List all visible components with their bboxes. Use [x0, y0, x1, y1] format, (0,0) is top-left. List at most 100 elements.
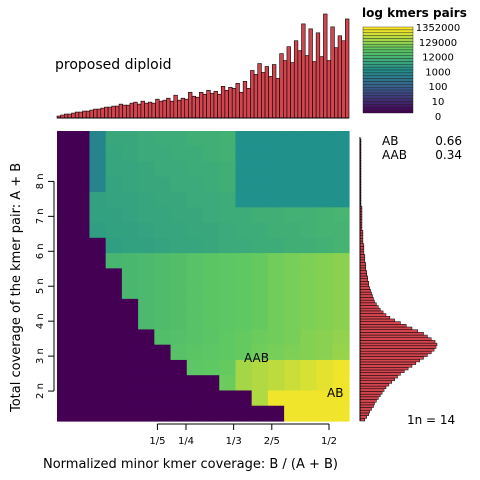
- legend-label: 129000: [419, 38, 457, 49]
- heatmap-cell: [154, 345, 171, 361]
- legend-color-step: [363, 76, 413, 79]
- heatmap-cell: [333, 162, 350, 178]
- legend-color-step: [363, 73, 413, 76]
- heatmap-cell: [333, 253, 350, 269]
- heatmap-cell: [138, 406, 155, 422]
- heatmap-cell: [57, 162, 74, 178]
- heatmap-cell: [203, 207, 220, 223]
- heatmap-cell: [187, 192, 204, 208]
- heatmap-cell: [138, 284, 155, 300]
- heatmap-cell: [154, 253, 171, 269]
- legend-label: 10: [432, 97, 445, 108]
- right-histogram-bar: [360, 254, 365, 257]
- heatmap-cell: [317, 177, 334, 193]
- right-histogram-bar: [360, 362, 416, 365]
- legend-color-step: [363, 56, 413, 59]
- top-histogram-bar: [291, 63, 295, 118]
- heatmap-cell: [268, 207, 285, 223]
- heatmap-cell: [252, 223, 269, 239]
- heatmap-cell: [187, 238, 204, 254]
- heatmap-cell: [268, 314, 285, 330]
- heatmap-cell: [317, 314, 334, 330]
- right-histogram-bar: [360, 268, 366, 271]
- top-histogram-bar: [126, 105, 130, 118]
- heatmap-cell: [138, 146, 155, 162]
- legend-color-step: [363, 61, 413, 64]
- heatmap-cell: [333, 192, 350, 208]
- right-histogram-bar: [360, 316, 390, 319]
- top-histogram-bar: [72, 113, 76, 118]
- heatmap-cell: [203, 299, 220, 315]
- heatmap-cell: [252, 329, 269, 345]
- heatmap-cell: [187, 207, 204, 223]
- top-histogram-bar: [137, 104, 141, 118]
- heatmap-cell: [106, 345, 123, 361]
- heatmap-cell: [268, 131, 285, 147]
- heatmap-cell: [252, 146, 269, 162]
- heatmap-cell: [317, 207, 334, 223]
- heatmap-cell: [187, 345, 204, 361]
- heatmap-cell: [171, 345, 188, 361]
- right-histogram-bar: [360, 249, 364, 252]
- heatmap-cell: [268, 146, 285, 162]
- legend-color-step: [363, 104, 413, 107]
- heatmap-cell: [122, 238, 139, 254]
- heatmap-cell: [171, 223, 188, 239]
- right-histogram-bar: [360, 265, 366, 268]
- heatmap-cell: [122, 177, 139, 193]
- heatmap-cell: [187, 223, 204, 239]
- heatmap-cell: [171, 314, 188, 330]
- legend-label: 0: [435, 112, 441, 123]
- heatmap-cell: [268, 192, 285, 208]
- heatmap-cell: [219, 223, 236, 239]
- heatmap-cell: [252, 162, 269, 178]
- heatmap-cell: [106, 146, 123, 162]
- heatmap-cell: [171, 238, 188, 254]
- heatmap-cell: [187, 329, 204, 345]
- right-histogram-bar: [360, 370, 404, 373]
- top-histogram-bar: [148, 102, 152, 118]
- heatmap-cell: [333, 177, 350, 193]
- heatmap-cell: [89, 390, 106, 406]
- top-histogram-bar: [86, 111, 90, 118]
- heatmap-cell: [268, 390, 285, 406]
- legend-color-step: [363, 96, 413, 99]
- heatmap-cell: [333, 238, 350, 254]
- right-histogram-bar: [360, 373, 400, 376]
- heatmap-cell: [300, 268, 317, 284]
- heatmap-cell: [171, 177, 188, 193]
- heatmap-cell: [138, 314, 155, 330]
- heatmap-cell: [317, 238, 334, 254]
- top-histogram-bar: [196, 97, 200, 118]
- legend-color-step: [363, 50, 413, 53]
- heatmap-cell: [333, 406, 350, 422]
- heatmap-cell: [300, 314, 317, 330]
- peak-label: AAB: [244, 351, 269, 365]
- top-histogram-bar: [338, 36, 342, 118]
- right-histogram-bar: [360, 327, 412, 330]
- heatmap-cell: [122, 162, 139, 178]
- heatmap-cell: [219, 406, 236, 422]
- right-histogram-bar: [360, 367, 408, 370]
- top-histogram-bar: [247, 88, 251, 118]
- legend-color-step: [363, 99, 413, 102]
- top-histogram-bar: [167, 98, 171, 118]
- heatmap-cell: [333, 131, 350, 147]
- heatmap-cell: [300, 284, 317, 300]
- heatmap-cell: [219, 284, 236, 300]
- right-histogram-bar: [360, 289, 371, 292]
- right-histogram-bar: [360, 375, 398, 378]
- heatmap-cell: [317, 299, 334, 315]
- heatmap-cell: [187, 375, 204, 391]
- top-histogram-bar: [283, 61, 287, 118]
- y-tick-label: 2 n: [35, 383, 46, 399]
- heatmap-cell: [171, 253, 188, 269]
- heatmap-cell: [154, 238, 171, 254]
- heatmap-cell: [219, 345, 236, 361]
- heatmap-cell: [219, 253, 236, 269]
- heatmap-cell: [89, 360, 106, 376]
- heatmap-cell: [268, 162, 285, 178]
- right-histogram-bar: [360, 383, 389, 386]
- heatmap-cell: [73, 162, 90, 178]
- heatmap-cell: [138, 192, 155, 208]
